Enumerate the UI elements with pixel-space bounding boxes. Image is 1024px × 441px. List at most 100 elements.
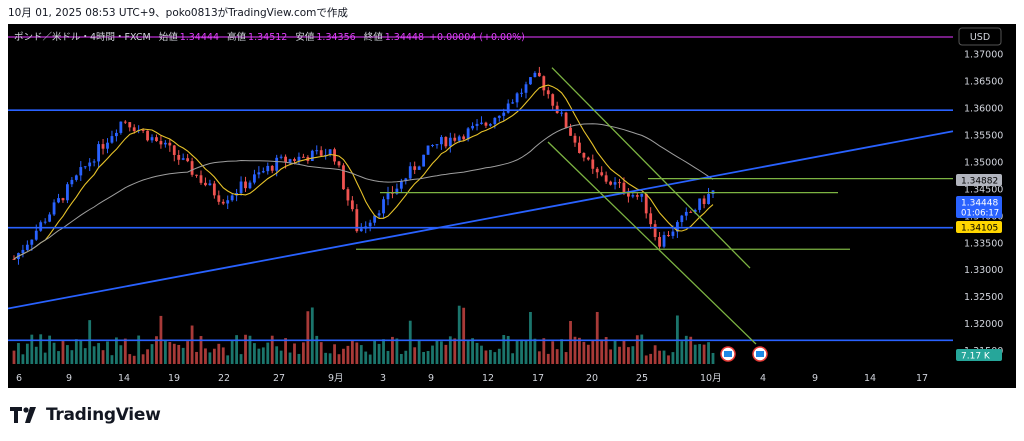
volume-bar: [537, 351, 541, 364]
volume-bar: [391, 336, 394, 364]
snapshot-info: 10月 01, 2025 08:53 UTC+9、poko0813がTradin…: [8, 7, 348, 19]
volume-bar: [600, 339, 604, 364]
x-axis-tick-label: 14: [118, 373, 130, 384]
symbol-label[interactable]: ポンド／米ドル・4時間・FXCM: [14, 32, 151, 43]
candle-body: [546, 90, 550, 95]
candle-body: [680, 215, 684, 223]
candle-body: [466, 128, 470, 140]
candle-body: [684, 211, 688, 216]
candle-body: [635, 195, 639, 197]
x-axis-tick-label: 6: [16, 373, 22, 384]
volume-bar: [413, 347, 417, 364]
candle-body: [368, 222, 372, 227]
candle-body: [698, 198, 702, 210]
volume-bar: [21, 354, 25, 364]
x-axis-tick-label: 22: [218, 373, 230, 384]
volume-bar: [315, 335, 319, 364]
candle-body: [511, 102, 515, 104]
volume-bar: [297, 353, 301, 364]
volume-bar: [702, 344, 706, 364]
volume-bar: [150, 344, 154, 364]
candle-body: [653, 224, 657, 237]
volume-bar: [146, 349, 149, 364]
candle-body: [627, 193, 630, 197]
volume-bar: [408, 320, 412, 364]
candle-body: [582, 152, 586, 158]
open-value: 1.34444: [179, 32, 219, 43]
volume-bar: [368, 354, 372, 364]
volume-bar: [244, 334, 247, 364]
volume-bar: [12, 350, 16, 364]
volume-bar: [337, 354, 341, 364]
price-chart[interactable]: 1.37000 1.36500 1.36000 1.35500 1.35000 1.345…: [8, 24, 1016, 388]
candle-body: [328, 149, 332, 155]
volume-bar: [484, 350, 488, 364]
volume-bar: [475, 342, 479, 364]
volume-bar: [83, 348, 87, 364]
candle-body: [119, 121, 123, 133]
volume-bar: [551, 341, 555, 364]
x-axis-tick-label: 10月: [700, 373, 722, 384]
candle-body: [195, 174, 198, 176]
x-axis-tick-label: 27: [273, 373, 285, 384]
volume-bar: [110, 355, 114, 364]
y-axis-tick-label: 1.33500: [964, 238, 1003, 249]
chart-panel[interactable]: 1.37000 1.36500 1.36000 1.35500 1.35000 1.345…: [8, 24, 1016, 388]
candle-body: [199, 175, 203, 183]
volume-bar: [480, 345, 483, 364]
candle-body: [707, 194, 710, 205]
candle-body: [52, 202, 56, 215]
volume-bar: [453, 338, 457, 364]
slow-moving-average: [13, 123, 714, 260]
high-label: 高値: [227, 32, 247, 43]
volume-bar: [582, 341, 586, 364]
candle-body: [435, 144, 439, 146]
candle-body: [431, 145, 434, 147]
candle-body: [150, 137, 154, 141]
candle-body: [310, 150, 314, 161]
volume-bar: [546, 353, 550, 364]
x-axis-tick-label: 3: [380, 373, 386, 384]
candle-body: [560, 112, 564, 114]
x-axis-tick-label: 4: [760, 373, 766, 384]
change-value: +0.00004 (+0.00%): [429, 32, 525, 43]
candle-body: [515, 93, 519, 103]
tradingview-logo[interactable]: TradingView: [10, 405, 161, 425]
volume-bar: [533, 338, 537, 364]
volume-bar: [462, 307, 466, 364]
candle-body: [92, 161, 96, 163]
volume-bar: [190, 325, 194, 364]
candle-body: [43, 221, 47, 223]
candle-body: [315, 150, 319, 152]
volume-bar: [350, 339, 354, 364]
volume-bar: [346, 345, 350, 364]
volume-bar: [511, 353, 515, 364]
candle-body: [159, 141, 163, 145]
candle-body: [644, 193, 648, 214]
candle-body: [293, 159, 296, 161]
candle-body: [533, 72, 537, 78]
candle-body: [155, 137, 158, 142]
volume-bar: [573, 336, 577, 364]
volume-bar: [284, 338, 287, 364]
volume-bar: [653, 345, 657, 364]
volume-bar: [333, 344, 336, 364]
candle-body: [21, 249, 25, 254]
volume-bar: [613, 340, 617, 364]
volume-bar: [609, 349, 612, 364]
volume-bar: [471, 338, 474, 364]
high-value: 1.34512: [248, 32, 288, 43]
candle-body: [404, 178, 408, 182]
volume-bar: [230, 339, 234, 364]
volume-bar: [644, 355, 648, 364]
candle-body: [520, 92, 523, 94]
candle-body: [266, 165, 270, 172]
candle-body: [658, 236, 661, 247]
candle-body: [564, 112, 568, 128]
candle-body: [595, 168, 599, 173]
candle-body: [382, 199, 385, 214]
volume-bar: [208, 352, 212, 364]
candle-body: [217, 195, 221, 202]
y-axis-tick-label: 1.33000: [964, 265, 1003, 276]
candle-body: [475, 123, 479, 126]
